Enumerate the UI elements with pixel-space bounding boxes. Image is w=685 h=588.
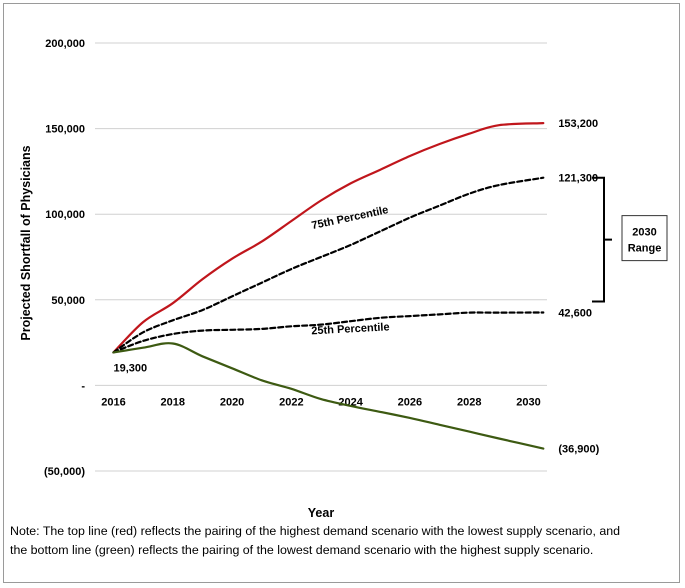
- x-tick-label: 2020: [220, 396, 244, 408]
- footnote-line-2: the bottom line (green) reflects the pai…: [10, 543, 594, 557]
- end-label-42600: 42,600: [558, 307, 592, 319]
- x-tick-label: 2030: [516, 396, 540, 408]
- y-tick-label: (50,000): [44, 466, 85, 478]
- y-tick-label: 50,000: [51, 295, 85, 307]
- x-tick-label: 2016: [101, 396, 125, 408]
- y-tick-label: 150,000: [45, 124, 85, 136]
- end-label-153200: 153,200: [558, 118, 598, 130]
- gridlines: [95, 42, 547, 472]
- y-tick-labels: 200,000 150,000 100,000 50,000 - (50,000): [44, 38, 85, 478]
- end-label-36900: (36,900): [558, 444, 599, 456]
- series-line-red-high: [112, 122, 545, 354]
- series-line-75th-percentile: [112, 176, 545, 354]
- y-axis-title: Projected Shortfall of Physicians: [19, 145, 33, 340]
- range-label-box: [621, 215, 668, 262]
- x-axis-title: Year: [308, 506, 335, 520]
- footnote-line-1: Note: The top line (red) reflects the pa…: [10, 524, 621, 538]
- x-tick-label: 2028: [457, 396, 481, 408]
- series-line-green-low: [112, 342, 545, 450]
- x-tick-label: 2018: [161, 396, 185, 408]
- footnote: Note: The top line (red) reflects the pa…: [10, 522, 680, 560]
- series-lines: [112, 122, 545, 450]
- chart-frame: [3, 3, 680, 583]
- label-25th-percentile: 25th Percentile: [311, 321, 390, 337]
- range-bracket: 2030 Range: [592, 176, 668, 303]
- y-tick-label: 100,000: [45, 209, 85, 221]
- x-tick-label: 2022: [279, 396, 303, 408]
- series-line-25th-percentile: [112, 311, 545, 354]
- y-tick-label: -: [81, 380, 85, 392]
- x-tick-label: 2026: [398, 396, 422, 408]
- x-tick-labels: 2016 2018 2020 2022 2024 2026 2028 2030: [101, 396, 540, 408]
- end-label-121300: 121,300: [558, 173, 598, 185]
- range-label-year: 2030: [632, 227, 656, 239]
- start-label-19300: 19,300: [114, 362, 148, 374]
- y-tick-label: 200,000: [45, 38, 85, 50]
- range-label-text: Range: [628, 243, 662, 255]
- label-75th-percentile: 75th Percentile: [310, 204, 389, 232]
- bracket-line: [592, 176, 612, 303]
